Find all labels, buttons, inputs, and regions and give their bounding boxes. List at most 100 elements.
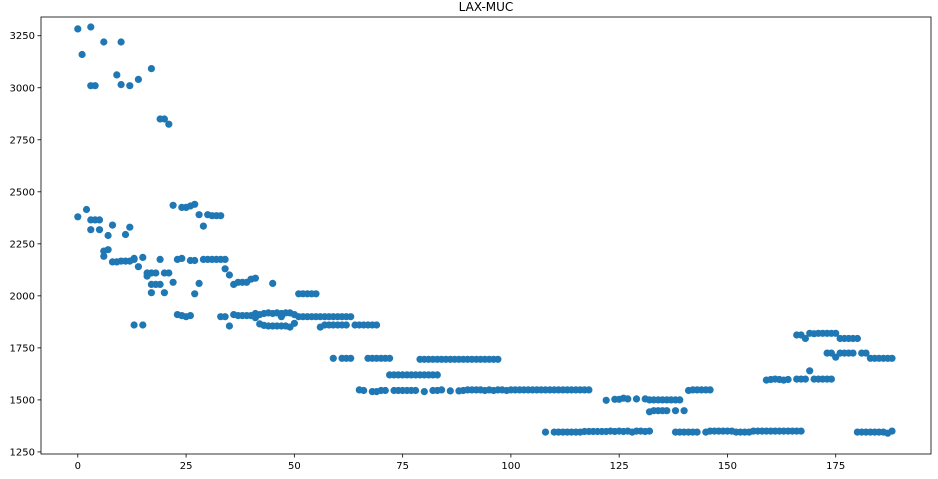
data-point	[100, 252, 108, 260]
data-point	[251, 274, 259, 282]
data-point	[312, 290, 320, 298]
x-tick-label: 75	[396, 461, 409, 472]
y-tick-label: 1750	[10, 343, 35, 354]
data-point	[494, 355, 502, 363]
data-point	[853, 334, 862, 343]
data-point	[221, 313, 229, 321]
data-point	[784, 375, 792, 384]
data-point	[113, 71, 121, 79]
x-tick-label: 50	[288, 461, 301, 472]
data-point	[195, 279, 203, 287]
data-point	[706, 386, 714, 394]
data-point	[104, 246, 112, 254]
data-point	[632, 395, 641, 403]
data-point	[680, 407, 688, 415]
data-point	[191, 290, 199, 298]
data-point	[104, 231, 112, 240]
data-point	[347, 354, 355, 362]
data-point	[130, 254, 138, 262]
data-point	[624, 395, 632, 403]
chart-title: LAX-MUC	[459, 0, 514, 14]
data-point	[95, 216, 104, 224]
data-point	[373, 321, 381, 329]
data-point	[217, 212, 225, 220]
y-tick-label: 2500	[10, 187, 35, 198]
data-point	[134, 263, 142, 271]
y-tick-label: 1250	[10, 447, 35, 458]
x-tick-label: 25	[180, 461, 193, 472]
data-point	[95, 226, 104, 234]
data-point	[827, 375, 836, 383]
data-point	[165, 269, 173, 277]
data-point	[108, 221, 117, 229]
data-point	[87, 23, 95, 31]
data-point	[797, 427, 805, 435]
data-point	[888, 354, 896, 362]
data-point	[290, 319, 298, 327]
data-point	[195, 211, 203, 219]
x-tick-label: 0	[75, 461, 81, 472]
data-point	[645, 427, 654, 435]
data-point	[342, 321, 350, 329]
data-point	[130, 321, 138, 329]
data-point	[433, 371, 441, 379]
data-point	[134, 75, 142, 83]
data-point	[139, 253, 147, 261]
y-tick-label: 2000	[10, 291, 35, 302]
data-point	[160, 115, 168, 123]
data-point	[381, 386, 389, 395]
data-point	[602, 396, 610, 404]
data-point	[801, 375, 810, 383]
data-point	[74, 25, 82, 33]
data-point	[225, 322, 233, 330]
data-point	[117, 81, 125, 89]
data-point	[121, 230, 130, 239]
data-point	[165, 120, 173, 128]
data-point	[169, 278, 177, 286]
x-tick-label: 150	[718, 461, 737, 472]
data-point	[147, 65, 155, 73]
y-tick-label: 2250	[10, 239, 35, 250]
data-point	[446, 387, 454, 395]
x-tick-label: 100	[501, 461, 520, 472]
data-point	[693, 428, 701, 436]
data-point	[671, 407, 680, 415]
data-point	[347, 313, 355, 321]
data-point	[169, 201, 177, 209]
data-point	[420, 388, 428, 396]
data-point	[156, 280, 164, 288]
data-point	[191, 256, 199, 265]
data-point	[386, 354, 394, 362]
data-point	[74, 213, 82, 221]
data-point	[663, 407, 671, 415]
data-point	[862, 349, 870, 357]
data-point	[225, 271, 233, 279]
data-point	[888, 427, 896, 435]
data-point	[82, 205, 91, 214]
data-point	[412, 386, 420, 395]
y-tick-label: 2750	[10, 135, 35, 146]
data-point	[269, 279, 277, 287]
y-tick-label: 3000	[10, 83, 35, 94]
data-point	[676, 396, 684, 404]
data-point	[806, 367, 814, 375]
data-point	[221, 265, 229, 273]
data-point	[199, 222, 207, 230]
x-axis: 0 25 50 75 100 125 150 175	[75, 454, 845, 472]
y-tick-label: 1500	[10, 395, 35, 406]
data-point	[849, 349, 857, 357]
data-point	[186, 312, 194, 320]
data-point	[126, 223, 134, 231]
data-point	[360, 386, 368, 395]
x-tick-label: 175	[826, 461, 845, 472]
plot-area-frame	[40, 16, 932, 455]
y-axis: 1250 1500 1750 2000 2250 2500 2750 3000 3250	[10, 31, 41, 458]
data-point	[832, 329, 840, 337]
data-point	[100, 38, 108, 46]
data-point	[147, 289, 155, 297]
data-point	[329, 354, 337, 362]
data-point	[139, 321, 147, 329]
data-point	[585, 386, 593, 394]
data-point	[541, 428, 550, 436]
